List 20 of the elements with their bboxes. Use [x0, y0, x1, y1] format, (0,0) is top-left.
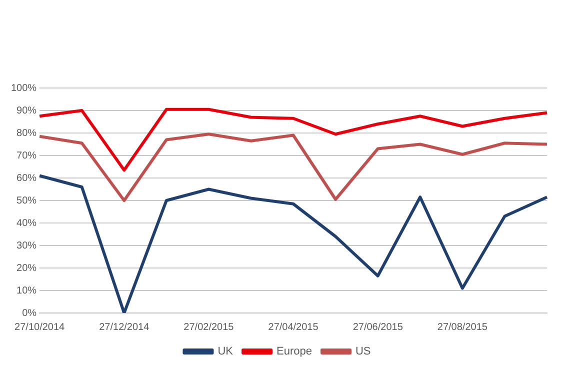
y-tick-label: 40%	[16, 218, 37, 229]
x-tick-label: 27/04/2015	[268, 322, 319, 333]
y-tick-label: 100%	[11, 82, 37, 94]
y-tick-label: 60%	[16, 172, 37, 184]
x-tick-label: 27/12/2014	[99, 322, 150, 333]
y-tick-label: 0%	[22, 308, 37, 319]
y-tick-label: 30%	[16, 240, 37, 252]
y-tick-label: 20%	[16, 262, 37, 274]
x-tick-label: 27/10/2014	[14, 322, 66, 333]
x-tick-label: 27/02/2015	[184, 322, 234, 333]
x-tick-label: 27/06/2015	[352, 322, 404, 333]
y-tick-label: 80%	[16, 128, 37, 139]
y-tick-label: 50%	[16, 195, 37, 206]
y-tick-label: 90%	[16, 105, 37, 116]
legend-label: Europe	[276, 346, 312, 358]
legend-label: UK	[218, 346, 234, 358]
y-tick-label: 70%	[16, 150, 37, 162]
legend-label: US	[355, 346, 371, 358]
x-tick-label: 27/08/2015	[437, 322, 488, 333]
y-tick-label: 10%	[16, 285, 37, 296]
